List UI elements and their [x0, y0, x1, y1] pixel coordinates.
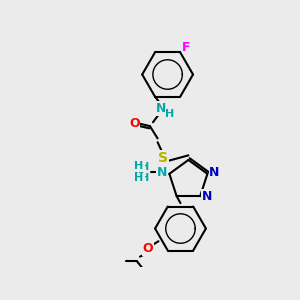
Text: S: S	[158, 151, 168, 165]
Text: N: N	[156, 102, 167, 115]
Text: O: O	[129, 117, 140, 130]
Text: F: F	[182, 40, 191, 54]
Text: H: H	[134, 173, 143, 183]
Text: O: O	[142, 242, 153, 255]
Text: N: N	[134, 166, 145, 179]
Text: N: N	[202, 190, 212, 203]
Text: H: H	[134, 161, 143, 171]
Text: H: H	[165, 109, 175, 119]
Text: N: N	[157, 166, 167, 179]
Text: N: N	[209, 166, 220, 179]
Text: H: H	[140, 173, 149, 183]
Text: H: H	[140, 162, 149, 172]
